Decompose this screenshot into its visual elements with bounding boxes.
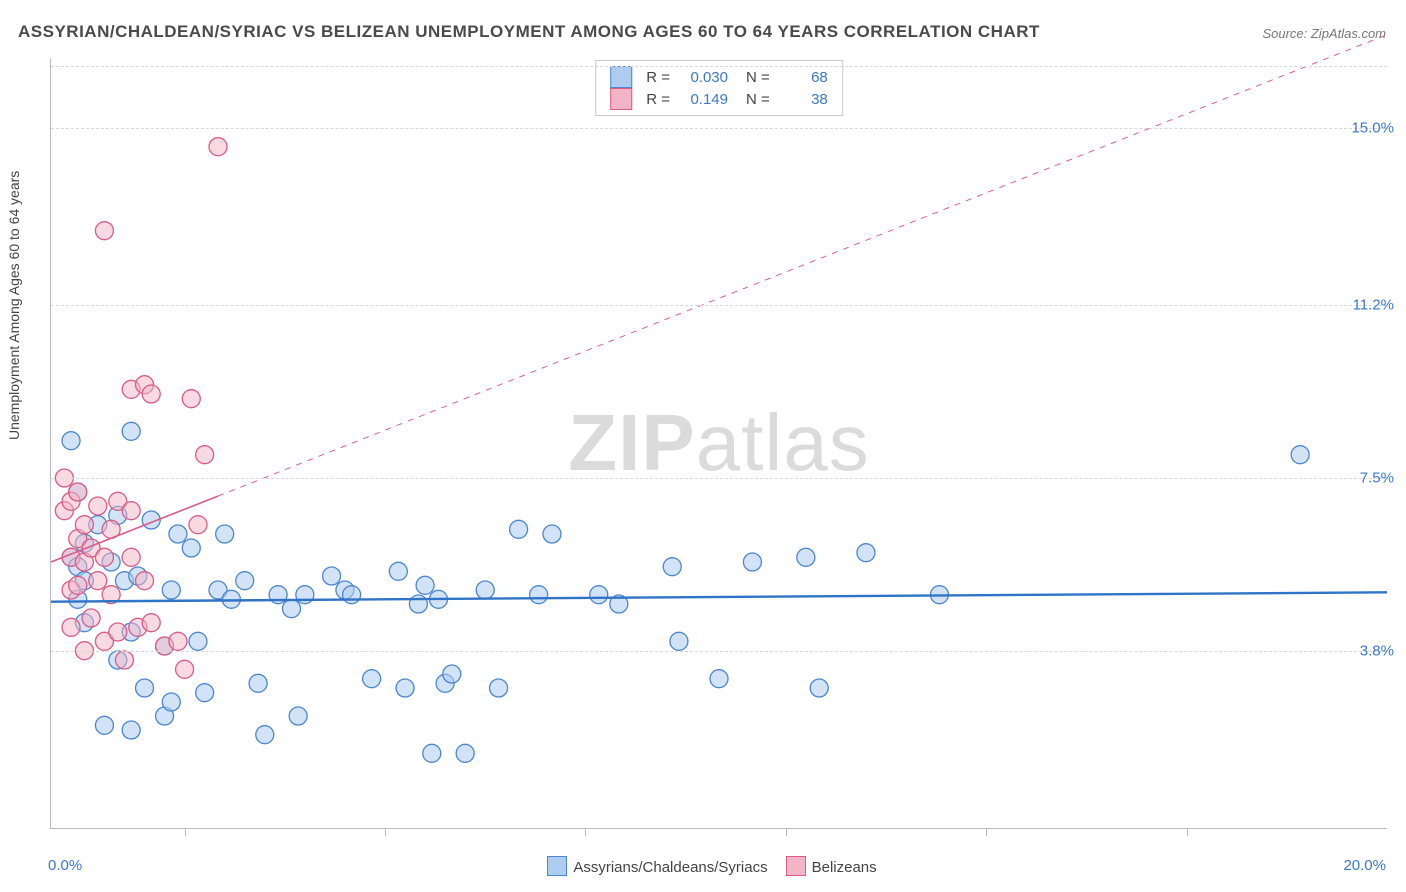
data-point — [216, 525, 234, 543]
data-point — [743, 553, 761, 571]
n-value: 38 — [770, 91, 828, 108]
data-point — [323, 567, 341, 585]
data-point — [1291, 446, 1309, 464]
chart-svg — [51, 58, 1387, 828]
data-point — [409, 595, 427, 613]
data-point — [289, 707, 307, 725]
x-tick — [385, 828, 386, 836]
data-point — [256, 726, 274, 744]
data-point — [490, 679, 508, 697]
bottom-legend: Assyrians/Chaldeans/Syriacs Belizeans — [0, 856, 1406, 876]
legend-swatch-icon — [786, 856, 806, 876]
legend-label: Belizeans — [812, 859, 877, 876]
data-point — [209, 138, 227, 156]
data-point — [196, 684, 214, 702]
legend-swatch-icon — [610, 88, 632, 110]
data-point — [115, 651, 133, 669]
data-point — [82, 609, 100, 627]
data-point — [176, 660, 194, 678]
data-point — [95, 548, 113, 566]
data-point — [182, 539, 200, 557]
stats-row: R = 0.149N = 38 — [610, 88, 828, 110]
data-point — [142, 385, 160, 403]
grid-line — [51, 651, 1387, 652]
data-point — [663, 558, 681, 576]
source-credit: Source: ZipAtlas.com — [1262, 26, 1386, 41]
data-point — [189, 632, 207, 650]
r-value: 0.030 — [670, 69, 728, 86]
chart-title: ASSYRIAN/CHALDEAN/SYRIAC VS BELIZEAN UNE… — [18, 22, 1040, 42]
data-point — [810, 679, 828, 697]
data-point — [249, 674, 267, 692]
data-point — [543, 525, 561, 543]
data-point — [62, 618, 80, 636]
data-point — [590, 586, 608, 604]
stats-row: R = 0.030N = 68 — [610, 66, 828, 88]
x-tick — [185, 828, 186, 836]
data-point — [69, 576, 87, 594]
data-point — [710, 670, 728, 688]
y-tick-label: 3.8% — [1360, 642, 1394, 659]
x-tick — [1187, 828, 1188, 836]
data-point — [75, 516, 93, 534]
x-tick — [585, 828, 586, 836]
data-point — [169, 525, 187, 543]
plot-area: ZIPatlas R = 0.030N = 68R = 0.149N = 38 — [50, 58, 1387, 829]
r-value: 0.149 — [670, 91, 728, 108]
y-tick-label: 7.5% — [1360, 470, 1394, 487]
data-point — [122, 502, 140, 520]
data-point — [363, 670, 381, 688]
y-tick-label: 15.0% — [1351, 120, 1394, 137]
data-point — [236, 572, 254, 590]
data-point — [389, 562, 407, 580]
y-axis-label: Unemployment Among Ages 60 to 64 years — [6, 171, 22, 440]
data-point — [343, 586, 361, 604]
data-point — [122, 422, 140, 440]
correlation-stats-box: R = 0.030N = 68R = 0.149N = 38 — [595, 60, 843, 116]
data-point — [69, 483, 87, 501]
data-point — [89, 497, 107, 515]
grid-line — [51, 305, 1387, 306]
data-point — [89, 572, 107, 590]
n-value: 68 — [770, 69, 828, 86]
data-point — [196, 446, 214, 464]
data-point — [122, 721, 140, 739]
grid-line — [51, 128, 1387, 129]
legend-swatch-icon — [547, 856, 567, 876]
legend-swatch-icon — [610, 66, 632, 88]
grid-line — [51, 478, 1387, 479]
data-point — [162, 581, 180, 599]
data-point — [530, 586, 548, 604]
data-point — [109, 623, 127, 641]
data-point — [423, 744, 441, 762]
data-point — [62, 432, 80, 450]
data-point — [857, 544, 875, 562]
data-point — [169, 632, 187, 650]
data-point — [95, 222, 113, 240]
data-point — [136, 572, 154, 590]
y-tick-label: 11.2% — [1353, 297, 1394, 314]
data-point — [182, 390, 200, 408]
trend-line — [51, 592, 1387, 601]
data-point — [282, 600, 300, 618]
data-point — [416, 576, 434, 594]
data-point — [95, 716, 113, 734]
grid-line — [51, 66, 1387, 67]
data-point — [189, 516, 207, 534]
legend-label: Assyrians/Chaldeans/Syriacs — [573, 859, 767, 876]
data-point — [476, 581, 494, 599]
data-point — [142, 614, 160, 632]
data-point — [510, 520, 528, 538]
data-point — [443, 665, 461, 683]
x-tick — [786, 828, 787, 836]
data-point — [122, 548, 140, 566]
data-point — [456, 744, 474, 762]
data-point — [396, 679, 414, 697]
data-point — [136, 679, 154, 697]
data-point — [670, 632, 688, 650]
data-point — [162, 693, 180, 711]
x-tick — [986, 828, 987, 836]
data-point — [797, 548, 815, 566]
